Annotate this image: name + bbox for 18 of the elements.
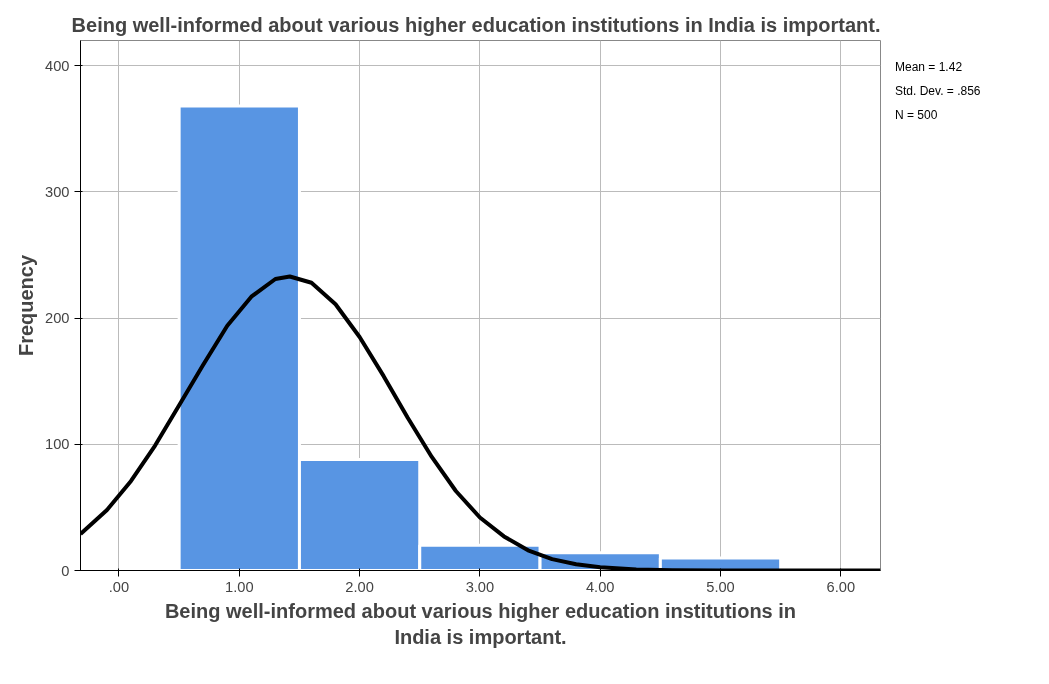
chart-title: Being well-informed about various higher education institutions in India is important. <box>71 13 881 36</box>
y-tick-label: 300 <box>45 183 70 200</box>
text: N = 500 <box>895 108 938 122</box>
x-tick-label: 3.00 <box>465 578 495 595</box>
text: Mean = 1.42 <box>895 60 963 74</box>
x-tick-label: 2.00 <box>345 578 374 595</box>
x-tick-label: 4.00 <box>585 578 615 595</box>
y-tick-label: 100 <box>45 436 70 453</box>
y-axis-title: Frequency <box>15 254 38 357</box>
text: Std. Dev. = .856 <box>895 84 981 98</box>
x-axis-title: Being well-informed about various higher education institutions in India is important. <box>164 599 797 648</box>
y-tick-label: 200 <box>45 310 70 327</box>
x-tick-label: .00 <box>108 578 130 595</box>
y-tick-label: 0 <box>61 562 70 579</box>
y-tick-label: 400 <box>45 57 70 74</box>
x-tick-label: 5.00 <box>706 578 735 595</box>
x-tick-label: 6.00 <box>826 578 856 595</box>
x-tick-label: 1.00 <box>225 578 254 595</box>
